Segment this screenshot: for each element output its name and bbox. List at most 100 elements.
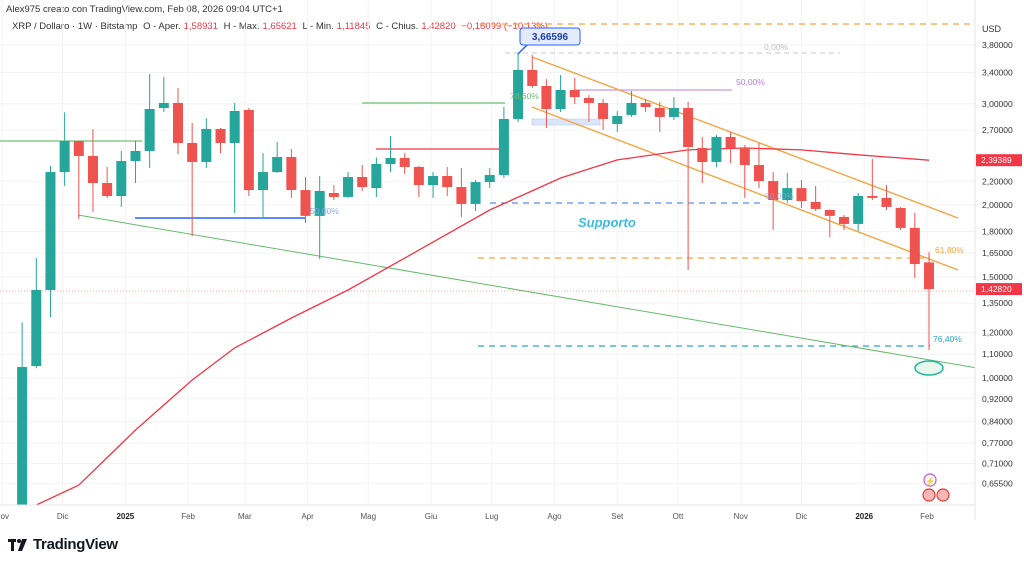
candle-up[interactable] xyxy=(45,165,56,317)
candle-down[interactable] xyxy=(924,252,934,351)
time-tick-label: Nov xyxy=(734,512,748,521)
candle-down[interactable] xyxy=(895,206,906,230)
peak-callout[interactable]: 3,66596 xyxy=(517,27,581,55)
candle-down[interactable] xyxy=(215,127,226,154)
candle-down[interactable] xyxy=(654,101,665,132)
candle-body xyxy=(612,115,623,124)
candle-down[interactable] xyxy=(583,94,594,123)
price-axis[interactable]: 3,80000 3,40000 3,00000 2,70000 2,20000 2,000… xyxy=(976,40,1022,489)
candle-down[interactable] xyxy=(683,101,694,270)
time-tick-label: Ago xyxy=(547,512,562,521)
candle-up[interactable] xyxy=(130,141,141,183)
candle-down[interactable] xyxy=(300,177,311,224)
candle-up[interactable] xyxy=(229,102,240,213)
target-ellipse[interactable] xyxy=(914,360,944,376)
us-flag-event-icon[interactable] xyxy=(922,488,936,502)
candle-down[interactable] xyxy=(640,98,651,113)
candle-down[interactable] xyxy=(697,136,708,183)
price-tick-label: 3,40000 xyxy=(982,68,1013,78)
svg-text:⚡: ⚡ xyxy=(925,476,935,486)
candle-down[interactable] xyxy=(810,185,821,211)
candle-down[interactable] xyxy=(768,172,779,230)
candle-down[interactable] xyxy=(753,142,764,189)
candle-up[interactable] xyxy=(484,168,495,189)
candle-up[interactable] xyxy=(612,110,623,132)
candle-body xyxy=(782,188,793,200)
candle-down[interactable] xyxy=(867,158,878,200)
fib-50-label: 50,00% xyxy=(736,77,765,87)
candle-down[interactable] xyxy=(328,185,339,200)
candle-up[interactable] xyxy=(158,77,169,113)
candle-up[interactable] xyxy=(116,150,127,207)
candle-up[interactable] xyxy=(513,53,524,123)
candle-body xyxy=(697,147,708,162)
time-tick-label: Mar xyxy=(238,512,252,521)
candle-down[interactable] xyxy=(172,88,183,155)
candle-body xyxy=(498,118,509,176)
candle-down[interactable] xyxy=(881,185,892,210)
candle-down[interactable] xyxy=(187,122,198,237)
channel-upper-line[interactable] xyxy=(531,56,959,219)
candle-down[interactable] xyxy=(87,128,98,212)
candle-up[interactable] xyxy=(555,75,566,113)
candle-up[interactable] xyxy=(668,97,679,120)
candle-body xyxy=(87,155,98,183)
symbol-name[interactable]: XRP / Dollaro · 1W · Bitstamp xyxy=(12,21,138,32)
candle-up[interactable] xyxy=(498,106,509,179)
candle-down[interactable] xyxy=(796,180,807,208)
candle-body xyxy=(215,128,226,143)
long-trendline[interactable] xyxy=(77,214,1024,376)
symbol-legend: XRP / Dollaro · 1W · Bitstamp O - Aper. 1… xyxy=(12,21,551,32)
candle-down[interactable] xyxy=(909,212,920,279)
candle-down[interactable] xyxy=(456,168,467,217)
candle-up[interactable] xyxy=(470,180,481,211)
candle-up[interactable] xyxy=(59,112,70,186)
candle-down[interactable] xyxy=(725,131,736,164)
candle-up[interactable] xyxy=(17,322,28,527)
candle-down[interactable] xyxy=(569,78,580,104)
candle-up[interactable] xyxy=(144,73,155,169)
candle-down[interactable] xyxy=(527,54,538,89)
candle-up[interactable] xyxy=(343,172,354,198)
time-axis[interactable]: Nov Dic 2025 Feb Mar Apr Mag Giu Lug Ago Set Ott Nov… xyxy=(0,512,934,521)
candle-up[interactable] xyxy=(258,153,269,217)
tradingview-logo[interactable]: TradingView xyxy=(8,536,118,553)
candle-up[interactable] xyxy=(711,134,722,167)
candle-down[interactable] xyxy=(413,165,424,197)
candle-down[interactable] xyxy=(541,79,552,128)
candle-up[interactable] xyxy=(272,142,283,174)
candle-down[interactable] xyxy=(838,214,849,230)
price-tick-label: 1,00000 xyxy=(982,373,1013,383)
highlight-box[interactable] xyxy=(531,118,601,126)
candle-up[interactable] xyxy=(385,135,396,173)
candle-up[interactable] xyxy=(314,176,325,260)
candle-down[interactable] xyxy=(243,108,254,196)
candle-down[interactable] xyxy=(442,166,453,196)
candle-up[interactable] xyxy=(853,193,864,231)
candle-up[interactable] xyxy=(201,118,212,169)
candle-down[interactable] xyxy=(102,166,113,198)
candle-down[interactable] xyxy=(598,98,609,130)
candle-body xyxy=(258,172,269,191)
candle-down[interactable] xyxy=(739,145,750,198)
lightning-event-icon[interactable] xyxy=(923,473,937,487)
candle-down[interactable] xyxy=(286,148,297,198)
candle-up[interactable] xyxy=(371,157,382,197)
candle-body xyxy=(640,102,651,107)
candle-down[interactable] xyxy=(399,153,410,175)
candle-up[interactable] xyxy=(428,172,439,198)
candle-up[interactable] xyxy=(782,173,793,203)
candle-body xyxy=(484,175,495,183)
tradingview-logo-icon xyxy=(8,538,28,552)
time-tick-label: Mag xyxy=(360,512,376,521)
candle-down[interactable] xyxy=(824,209,835,238)
candle-up[interactable] xyxy=(626,91,637,117)
candle-down[interactable] xyxy=(357,165,368,191)
candle-down[interactable] xyxy=(73,140,84,219)
candle-body xyxy=(527,69,538,87)
candle-body xyxy=(385,158,396,164)
candle-up[interactable] xyxy=(31,257,42,369)
us-flag-event-icon-2[interactable] xyxy=(936,488,950,502)
event-icons[interactable]: ⚡ xyxy=(922,473,950,502)
